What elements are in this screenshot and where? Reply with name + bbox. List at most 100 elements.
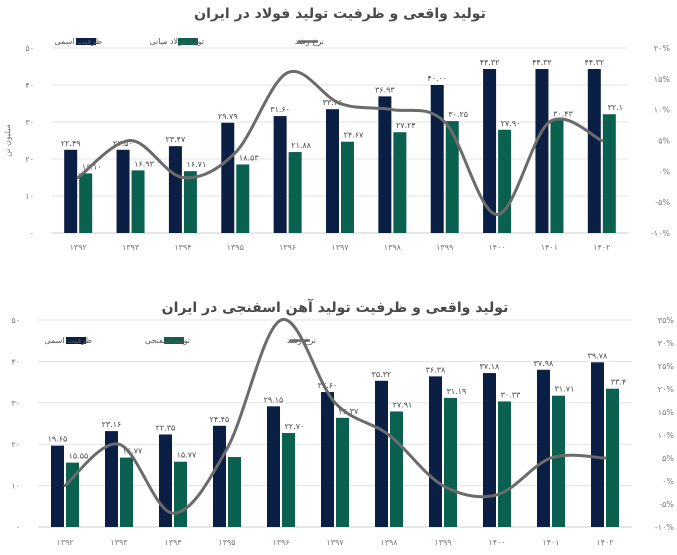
capacity-data-label: ۲۹.۱۵ — [264, 395, 284, 404]
capacity-bar — [430, 85, 444, 233]
capacity-data-label: ۳۲.۶۰ — [318, 381, 338, 390]
x-tick-label: ۱۳۹۷ — [331, 243, 349, 252]
production-data-label: ۳۰.۲۵ — [448, 110, 468, 119]
production-data-label: ۲۴.۶۷ — [344, 131, 364, 140]
x-tick-label: ۱۴۰۲ — [596, 538, 613, 547]
x-tick-label: ۱۳۹۵ — [227, 243, 244, 252]
capacity-data-label: ۳۶.۹۳ — [375, 85, 395, 94]
capacity-bar — [326, 109, 339, 233]
x-tick-label: ۱۴۰۲ — [593, 243, 610, 252]
capacity-data-label: ۲۳.۴۷ — [166, 135, 186, 144]
capacity-bar — [587, 69, 601, 234]
production-bar — [445, 121, 459, 233]
chart-title: تولید واقعی و ظرفیت تولید فولاد در ایران — [194, 6, 486, 22]
production-data-label: ۳۳.۴ — [611, 378, 626, 387]
capacity-data-label: ۳۵.۳۲ — [372, 370, 392, 379]
y-tick-label: ۳۰ — [25, 118, 34, 127]
production-bar — [336, 417, 349, 527]
production-data-label: ۳۱.۱۹ — [447, 387, 467, 396]
legend-entry: ظرفیت اسمی — [44, 336, 92, 345]
y2-tick-label: ۲۰% — [654, 44, 671, 53]
x-tick-label: ۱۴۰۱ — [541, 243, 558, 252]
y2-tick-label: ۱۰% — [658, 431, 675, 440]
x-tick-label: ۱۳۹۴ — [164, 538, 181, 547]
chart-1: تولید واقعی و ظرفیت تولید فولاد در ایران… — [3, 6, 670, 252]
capacity-data-label: ۲۹.۷۹ — [218, 112, 238, 121]
chart-title: تولید واقعی و ظرفیت تولید آهن اسفنجی در … — [162, 298, 509, 316]
growth-rate-line — [76, 69, 604, 217]
production-bar — [550, 120, 564, 233]
production-bar — [228, 457, 241, 527]
y-tick-label: ۵۰ — [11, 316, 20, 325]
capacity-data-label: ۳۶.۳۸ — [426, 365, 446, 374]
capacity-data-label: ۳۹.۷۸ — [588, 351, 608, 360]
production-data-label: ۳۰.۳۳ — [501, 390, 521, 399]
capacity-bar — [213, 425, 226, 527]
legend-swatch — [66, 337, 86, 344]
capacity-bar — [375, 380, 388, 527]
legend-entry: نرخ رشد — [287, 336, 316, 345]
x-tick-label: ۱۳۹۴ — [174, 243, 191, 252]
x-tick-label: ۱۳۹۶ — [272, 538, 289, 547]
growth-rate-line — [63, 318, 607, 515]
x-tick-label: ۱۴۰۱ — [542, 538, 559, 547]
legend-entry: تولید اسفنجی — [145, 336, 190, 345]
y2-tick-label: ۲۵% — [658, 362, 675, 371]
production-data-label: ۱۶.۹۳ — [134, 159, 154, 168]
y2-tick-label: ۱۵% — [658, 408, 675, 417]
production-data-label: ۳۰.۴۳ — [553, 109, 573, 118]
capacity-bar — [483, 373, 496, 527]
production-bar — [236, 164, 250, 233]
capacity-bar — [267, 406, 280, 527]
capacity-data-label: ۲۳.۱۶ — [102, 420, 122, 429]
production-bar — [131, 170, 145, 233]
y-tick-label: ۳۰ — [11, 399, 20, 408]
x-tick-label: ۱۳۹۸ — [380, 538, 398, 547]
production-bar — [174, 461, 187, 527]
y2-tick-label: ۳۰% — [658, 339, 675, 348]
production-data-label: ۱۵.۵۵ — [69, 452, 89, 461]
legend: ظرفیت اسمی تولید اسفنجی نرخ رشد — [44, 336, 316, 345]
y2-tick-label: ۳۵% — [658, 316, 675, 325]
production-bar — [288, 152, 302, 233]
x-tick-label: ۱۳۹۲ — [56, 538, 73, 547]
y2-tick-label: ۰% — [658, 167, 670, 176]
y2-tick-label: ۵% — [658, 137, 670, 146]
capacity-bar — [105, 431, 118, 527]
capacity-data-label: ۲۲.۳۵ — [156, 423, 176, 432]
x-tick-label: ۱۴۰۰ — [488, 538, 505, 547]
x-tick-label: ۱۳۹۵ — [218, 538, 235, 547]
capacity-bar — [321, 392, 334, 527]
legend-entry: نرخ رشد — [295, 37, 324, 46]
legend-entry: ظرفیت اسمی — [54, 37, 102, 46]
production-bar — [552, 395, 565, 527]
capacity-bar — [535, 69, 549, 234]
production-bar — [498, 129, 512, 233]
x-tick-label: ۱۳۹۶ — [279, 243, 296, 252]
capacity-data-label: ۳۷.۱۸ — [480, 362, 500, 371]
y2-tick-label: ۱۰% — [654, 106, 671, 115]
y-tick-label: ۵۰ — [25, 44, 34, 53]
production-bar — [282, 433, 295, 527]
production-bar — [120, 457, 133, 527]
production-data-label: ۲۷.۹۱ — [393, 400, 413, 409]
production-data-label: ۱۶.۷۷ — [123, 447, 143, 456]
y-axis-label: میلیون تن — [3, 124, 12, 157]
capacity-bar — [483, 69, 497, 234]
production-data-label: ۱۸.۵۳ — [239, 153, 259, 162]
y2-tick-label: -۵% — [659, 500, 674, 509]
legend-swatch — [178, 38, 198, 45]
chart-2: تولید واقعی و ظرفیت تولید آهن اسفنجی در … — [11, 298, 674, 547]
legend-entry: تولید فولاد میانی — [149, 37, 204, 46]
capacity-bar — [51, 445, 64, 527]
y-tick-label: ۰ — [16, 523, 20, 532]
production-bar — [602, 114, 616, 233]
y2-tick-label: -۵% — [655, 198, 670, 207]
y2-tick-label: -۱۰% — [651, 229, 670, 238]
capacity-data-label: ۴۴.۳۲ — [480, 58, 500, 67]
production-data-label: ۲۱.۸۸ — [291, 141, 311, 150]
x-tick-label: ۱۴۰۰ — [488, 243, 505, 252]
capacity-bar — [168, 146, 182, 233]
capacity-data-label: ۳۳.۴۶ — [323, 98, 343, 107]
